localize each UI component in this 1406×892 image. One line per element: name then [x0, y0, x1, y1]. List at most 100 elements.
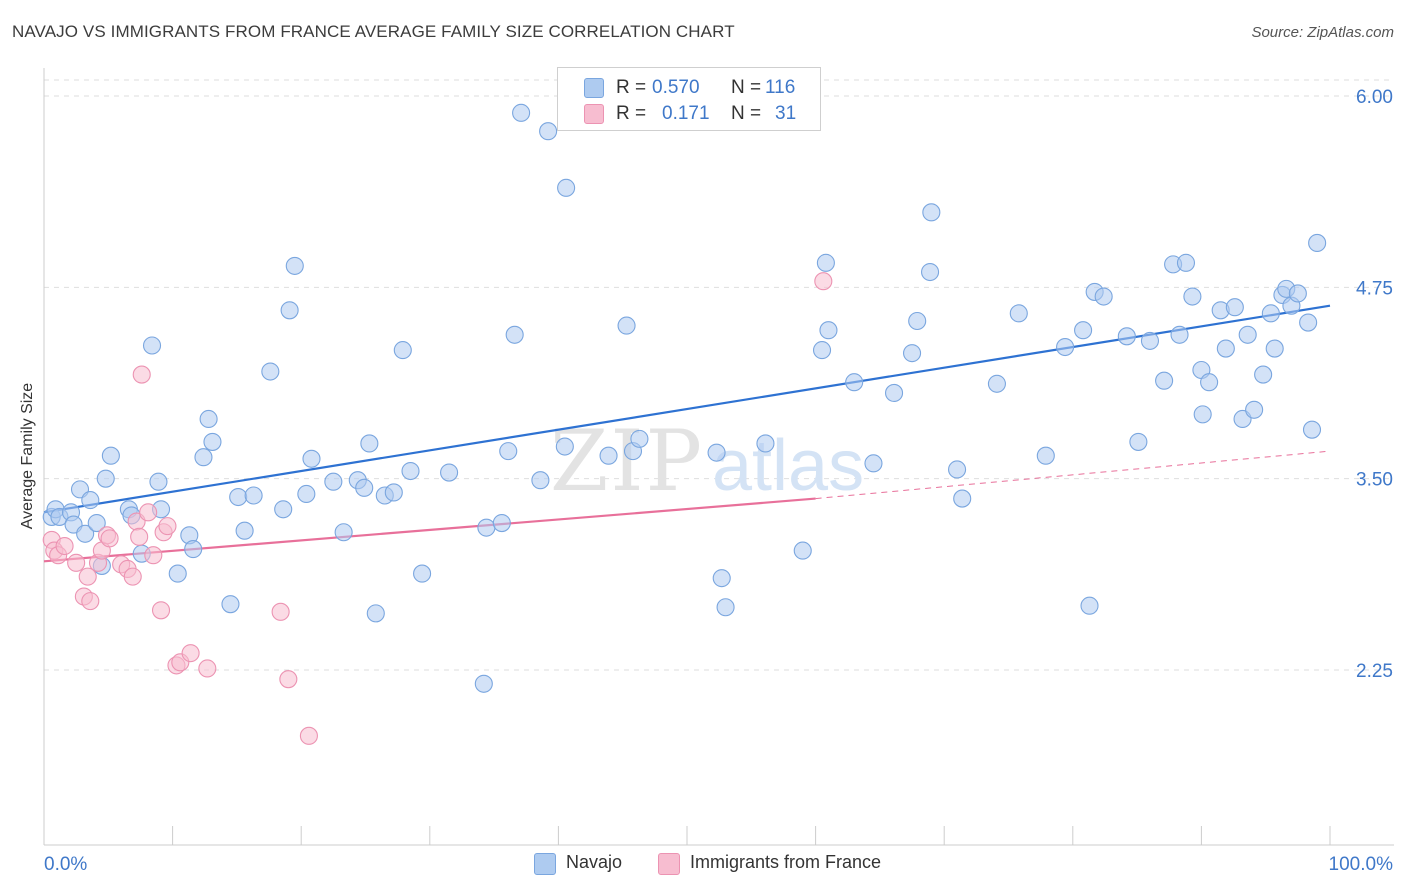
france-point	[139, 503, 158, 522]
navajo-point	[922, 203, 941, 222]
navajo-point	[505, 325, 524, 344]
navajo-point	[261, 362, 280, 381]
navajo-point	[1080, 596, 1099, 615]
watermark-zip: ZIP	[550, 412, 704, 510]
france-point	[78, 567, 97, 586]
france-point	[144, 546, 163, 565]
navajo-point	[812, 341, 832, 360]
navajo-point	[393, 341, 412, 360]
trend-lines	[43, 304, 1331, 563]
watermark-atlas: atlas	[712, 426, 864, 506]
navajo-point	[555, 437, 574, 456]
navajo-point	[280, 301, 299, 320]
navajo-point	[492, 514, 511, 533]
x-tick-label: 100.0%	[1329, 854, 1394, 875]
france-swatch	[584, 104, 604, 124]
navajo-point	[229, 487, 248, 507]
navajo-point	[355, 478, 374, 497]
navajo-r-label: R =	[616, 77, 647, 98]
navajo-point	[297, 484, 316, 504]
france-point	[100, 529, 119, 548]
france-point	[55, 536, 74, 556]
y-axis-label: Average Family Size	[19, 382, 36, 530]
navajo-point	[712, 569, 731, 588]
navajo-point	[1261, 304, 1280, 323]
navajo-point	[401, 461, 420, 481]
france-trend-extension	[815, 450, 1331, 500]
navajo-point	[1265, 339, 1284, 358]
navajo-point	[96, 469, 115, 488]
navajo-point	[707, 443, 726, 462]
navajo-point	[1288, 284, 1307, 303]
y-tick-label: 6.00	[1356, 87, 1393, 108]
navajo-point	[1155, 371, 1174, 390]
navajo-point	[221, 595, 240, 614]
navajo-point	[244, 486, 263, 505]
navajo-point	[87, 514, 106, 533]
france-point	[181, 644, 200, 663]
france-r-value: 0.171	[662, 103, 710, 124]
navajo-point	[76, 524, 95, 543]
navajo-point	[199, 409, 218, 429]
axes	[43, 68, 1394, 846]
navajo-point	[274, 500, 293, 519]
france-point	[123, 567, 142, 586]
navajo-point	[184, 540, 203, 559]
navajo-point	[1308, 233, 1327, 252]
navajo-point	[816, 253, 835, 272]
france-n-label: N =	[731, 103, 762, 124]
navajo-point	[599, 446, 618, 465]
france-point	[814, 272, 833, 291]
navajo-point	[948, 460, 967, 479]
navajo-point	[1074, 321, 1093, 340]
navajo-point	[1245, 400, 1264, 419]
navajo-point	[902, 344, 922, 363]
navajo-point	[1056, 337, 1075, 357]
navajo-point	[716, 598, 735, 617]
navajo-point	[864, 454, 883, 473]
y-tick-label: 2.25	[1356, 661, 1393, 682]
navajo-point	[1036, 446, 1055, 465]
legend-france-swatch	[658, 853, 680, 875]
france-point	[279, 670, 298, 689]
legend-france-label: Immigrants from France	[690, 852, 882, 872]
navajo-point	[101, 446, 120, 465]
navajo-point	[908, 311, 927, 331]
france-point	[67, 553, 86, 572]
navajo-point	[921, 262, 940, 282]
navajo-point	[285, 256, 304, 275]
navajo-point	[499, 442, 518, 461]
navajo-point	[512, 103, 531, 122]
navajo-point	[1183, 287, 1202, 306]
navajo-point	[81, 491, 100, 510]
navajo-point	[203, 432, 222, 451]
navajo-point	[477, 518, 496, 537]
france-point	[198, 659, 217, 678]
france-point	[299, 726, 318, 745]
france-point	[151, 601, 171, 620]
tick-labels: 2.25 3.50 4.75 6.00 0.0% 100.0%	[44, 87, 1393, 875]
france-point	[130, 527, 149, 546]
source-credit: Source: ZipAtlas.com	[1251, 24, 1394, 41]
navajo-point	[360, 434, 379, 453]
navajo-point	[413, 564, 432, 583]
france-point	[132, 365, 151, 384]
navajo-point	[474, 674, 493, 693]
france-r-label: R =	[616, 103, 647, 124]
navajo-point	[531, 471, 550, 490]
navajo-point	[539, 122, 558, 141]
navajo-point	[1170, 325, 1189, 344]
navajo-swatch	[584, 78, 604, 98]
navajo-point	[194, 448, 213, 467]
navajo-trend-line	[43, 304, 1331, 514]
navajo-point	[1193, 405, 1212, 424]
navajo-point	[756, 434, 775, 453]
navajo-point	[1129, 432, 1148, 451]
x-tick-label: 0.0%	[44, 854, 87, 875]
y-tick-label: 3.50	[1356, 470, 1393, 491]
navajo-point	[1238, 325, 1257, 344]
navajo-point	[557, 178, 576, 197]
navajo-point	[1225, 298, 1244, 317]
france-n-value: 31	[775, 103, 797, 124]
navajo-point	[1254, 365, 1273, 384]
